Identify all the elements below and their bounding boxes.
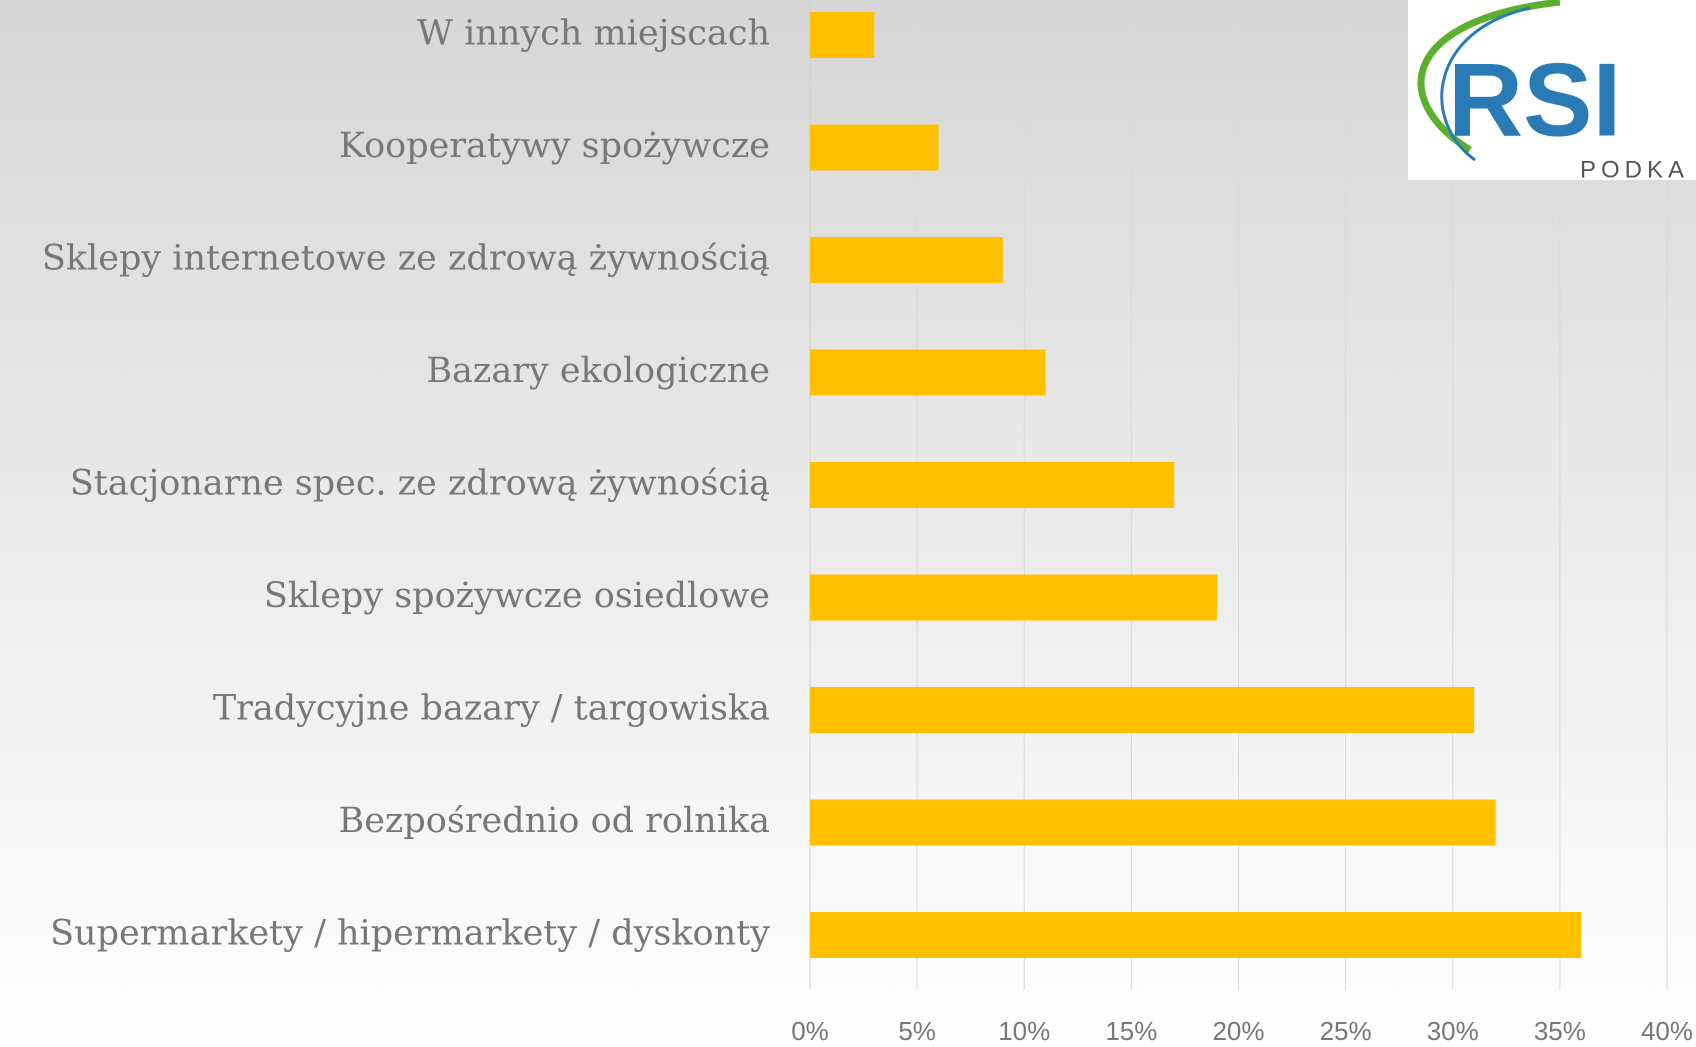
bar	[810, 462, 1175, 508]
bar	[810, 687, 1475, 733]
bar	[810, 912, 1582, 958]
logo-name: RSI	[1448, 42, 1621, 158]
x-tick-label: 5%	[898, 1016, 936, 1046]
y-tick-label: Tradycyjne bazary / targowiska	[213, 689, 770, 729]
y-tick-label: W innych miejscach	[417, 14, 770, 54]
y-tick-label: Bezpośrednio od rolnika	[338, 801, 770, 841]
plot-area: 0% 5% 10% 15% 20% 25% 30% 35% 40% W innych miejsc…	[42, 0, 1693, 1046]
bar	[810, 124, 939, 171]
logo-arc	[1440, 6, 1531, 162]
bar	[810, 12, 875, 58]
y-tick-label: Stacjonarne spec. ze zdrową żywnością	[70, 464, 770, 504]
x-tick-label: 0%	[791, 1016, 829, 1046]
x-tick-label: 25%	[1320, 1016, 1372, 1046]
y-tick-label: Kooperatywy spożywcze	[339, 126, 770, 166]
y-tick-label: Sklepy spożywcze osiedlowe	[264, 576, 770, 616]
x-tick-label: 30%	[1427, 1016, 1479, 1046]
y-tick-label: Supermarkety / hipermarkety / dyskonty	[50, 914, 770, 954]
bar	[810, 799, 1496, 846]
logo-arc	[1417, 0, 1561, 153]
x-tick-label: 20%	[1212, 1016, 1264, 1046]
bar	[810, 349, 1046, 396]
x-tick-label: 15%	[1105, 1016, 1157, 1046]
x-tick-label: 40%	[1641, 1016, 1693, 1046]
y-tick-label: Bazary ekologiczne	[426, 351, 770, 391]
bar	[810, 237, 1003, 283]
x-tick-label: 10%	[998, 1016, 1050, 1046]
x-tick-label: 35%	[1534, 1016, 1586, 1046]
bar	[810, 574, 1218, 621]
y-tick-label: Sklepy internetowe ze zdrową żywnością	[42, 239, 770, 279]
logo-subtitle: PODKA	[1580, 156, 1689, 183]
logo: RSI PODKA	[1408, 0, 1696, 183]
